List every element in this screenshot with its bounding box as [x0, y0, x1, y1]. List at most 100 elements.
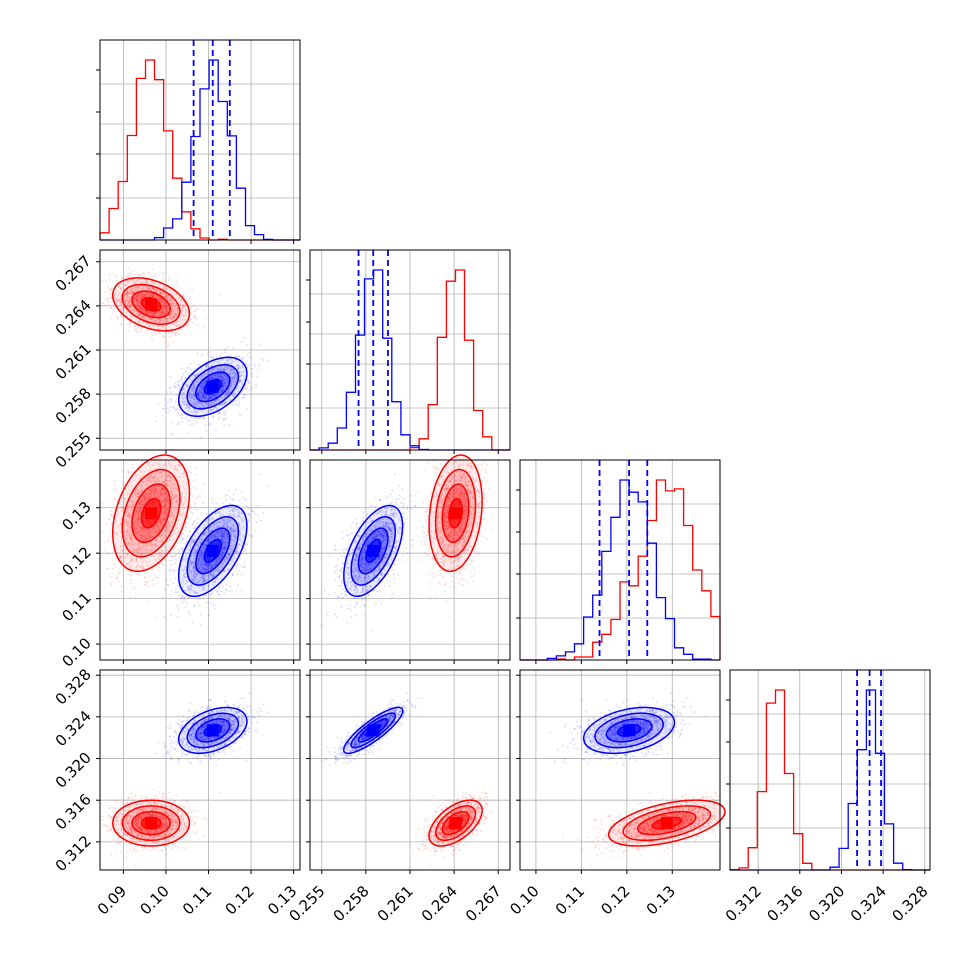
sample-point [187, 300, 189, 302]
sample-point [112, 552, 114, 554]
sample-point [144, 583, 146, 585]
sample-point [127, 323, 129, 325]
sample-point [232, 574, 234, 576]
sample-point [129, 597, 131, 599]
sample-point [168, 336, 170, 338]
y-tick-label: 0.267 [52, 252, 95, 295]
sample-point [175, 400, 177, 402]
density-peak-series-0 [145, 298, 157, 310]
sample-point [212, 416, 214, 418]
sample-point [174, 334, 176, 336]
sample-point [107, 286, 109, 288]
sample-point [196, 421, 198, 423]
sample-point [111, 500, 113, 502]
sample-point [249, 356, 251, 358]
sample-point [216, 356, 218, 358]
sample-point [203, 325, 205, 327]
sample-point [187, 460, 189, 462]
sample-point [170, 391, 172, 393]
sample-point [196, 487, 198, 489]
sample-point [125, 477, 127, 479]
sample-point [211, 357, 213, 359]
sample-point [117, 281, 119, 283]
sample-point [110, 306, 112, 308]
sample-point [184, 418, 186, 420]
sample-point [179, 629, 181, 631]
sample-point [101, 279, 103, 281]
sample-point [189, 506, 191, 508]
panel-2-0: 0.100.110.120.13 [58, 445, 300, 671]
sample-point [208, 614, 210, 616]
sample-point [158, 563, 160, 565]
sample-point [213, 604, 215, 606]
sample-point [173, 582, 175, 584]
sample-point [130, 579, 132, 581]
sample-point [205, 424, 207, 426]
sample-point [177, 609, 179, 611]
sample-point [255, 530, 257, 532]
sample-point [209, 346, 211, 348]
sample-point [113, 489, 115, 491]
sample-point [116, 578, 118, 580]
sample-point [210, 423, 212, 425]
y-tick-label: 0.264 [52, 296, 95, 339]
sample-point [109, 575, 111, 577]
sample-point [190, 472, 192, 474]
sample-point [248, 389, 250, 391]
sample-point [115, 488, 117, 490]
sample-point [199, 364, 201, 366]
sample-point [185, 543, 187, 545]
sample-point [161, 337, 163, 339]
sample-point [127, 330, 129, 332]
sample-point [219, 355, 221, 357]
sample-point [223, 419, 225, 421]
sample-point [156, 569, 158, 571]
sample-point [181, 413, 183, 415]
sample-point [238, 399, 240, 401]
sample-point [157, 403, 159, 405]
sample-point [178, 421, 180, 423]
sample-point [155, 420, 157, 422]
histogram-series-0 [100, 60, 300, 240]
sample-point [237, 404, 239, 406]
sample-point [120, 323, 122, 325]
sample-point [119, 572, 121, 574]
sample-point [114, 484, 116, 486]
sample-point [188, 302, 190, 304]
sample-point [186, 298, 188, 300]
sample-point [107, 301, 109, 303]
sample-point [251, 387, 253, 389]
sample-point [127, 471, 129, 473]
sample-point [153, 276, 155, 278]
sample-point [103, 542, 105, 544]
sample-point [102, 531, 104, 533]
sample-point [148, 271, 150, 273]
sample-point [170, 569, 172, 571]
sample-point [110, 317, 112, 319]
sample-point [151, 569, 153, 571]
sample-point [192, 495, 194, 497]
sample-point [154, 616, 156, 618]
sample-point [152, 579, 154, 581]
histogram-series-1 [100, 60, 300, 240]
sample-point [107, 568, 109, 570]
sample-point [192, 524, 194, 526]
sample-point [172, 555, 174, 557]
sample-point [186, 602, 188, 604]
sample-point [184, 606, 186, 608]
sample-point [206, 430, 208, 432]
sample-point [181, 367, 183, 369]
sample-point [223, 592, 225, 594]
sample-point [255, 384, 257, 386]
sample-point [251, 368, 253, 370]
sample-point [106, 299, 108, 301]
sample-point [255, 387, 257, 389]
sample-point [149, 575, 151, 577]
sample-point [178, 380, 180, 382]
sample-point [175, 578, 177, 580]
sample-point [237, 574, 239, 576]
sample-point [165, 340, 167, 342]
sample-point [170, 564, 172, 566]
sample-point [218, 412, 220, 414]
